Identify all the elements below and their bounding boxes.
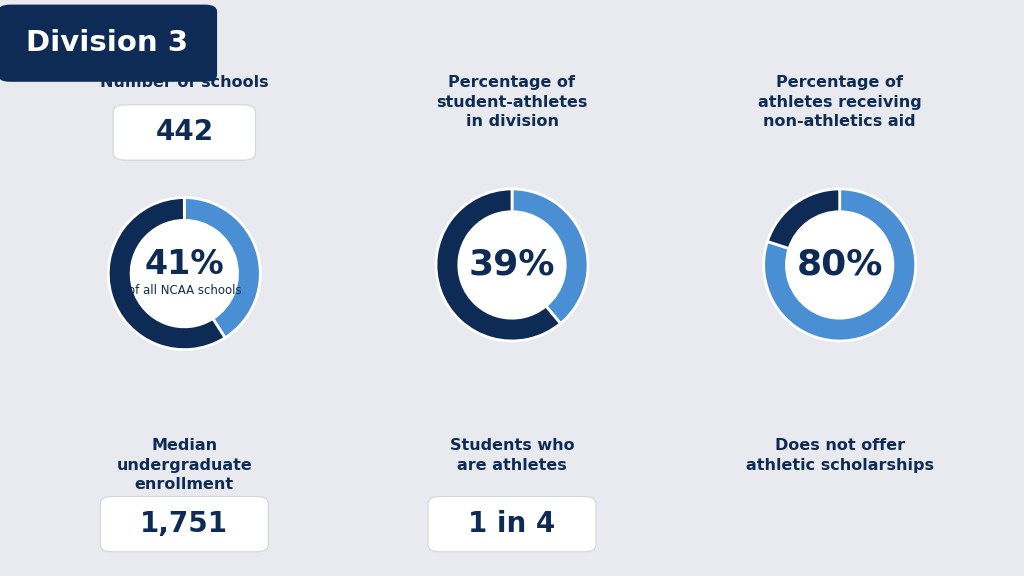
Circle shape xyxy=(786,212,893,318)
Text: 1 in 4: 1 in 4 xyxy=(468,510,556,538)
Wedge shape xyxy=(184,198,260,338)
Text: 442: 442 xyxy=(156,119,213,146)
Text: of all NCAA schools: of all NCAA schools xyxy=(128,284,241,297)
Wedge shape xyxy=(512,189,588,324)
Text: 41%: 41% xyxy=(144,248,224,281)
Text: Median
undergraduate
enrollment: Median undergraduate enrollment xyxy=(117,438,252,492)
Wedge shape xyxy=(767,189,840,248)
Wedge shape xyxy=(764,189,915,341)
Text: Students who
are athletes: Students who are athletes xyxy=(450,438,574,472)
FancyBboxPatch shape xyxy=(0,5,217,82)
FancyBboxPatch shape xyxy=(428,497,596,552)
FancyBboxPatch shape xyxy=(113,105,256,160)
Text: 1,751: 1,751 xyxy=(140,510,228,538)
Text: Percentage of
student-athletes
in division: Percentage of student-athletes in divisi… xyxy=(436,75,588,130)
Text: Does not offer
athletic scholarships: Does not offer athletic scholarships xyxy=(745,438,934,472)
Circle shape xyxy=(131,221,238,327)
Text: Number of schools: Number of schools xyxy=(100,75,268,90)
Text: Division 3: Division 3 xyxy=(27,29,188,57)
FancyBboxPatch shape xyxy=(100,497,268,552)
Text: 39%: 39% xyxy=(469,248,555,282)
Wedge shape xyxy=(436,189,560,341)
Wedge shape xyxy=(109,198,225,350)
Text: 80%: 80% xyxy=(797,248,883,282)
Text: Percentage of
athletes receiving
non-athletics aid: Percentage of athletes receiving non-ath… xyxy=(758,75,922,130)
Circle shape xyxy=(459,212,565,318)
